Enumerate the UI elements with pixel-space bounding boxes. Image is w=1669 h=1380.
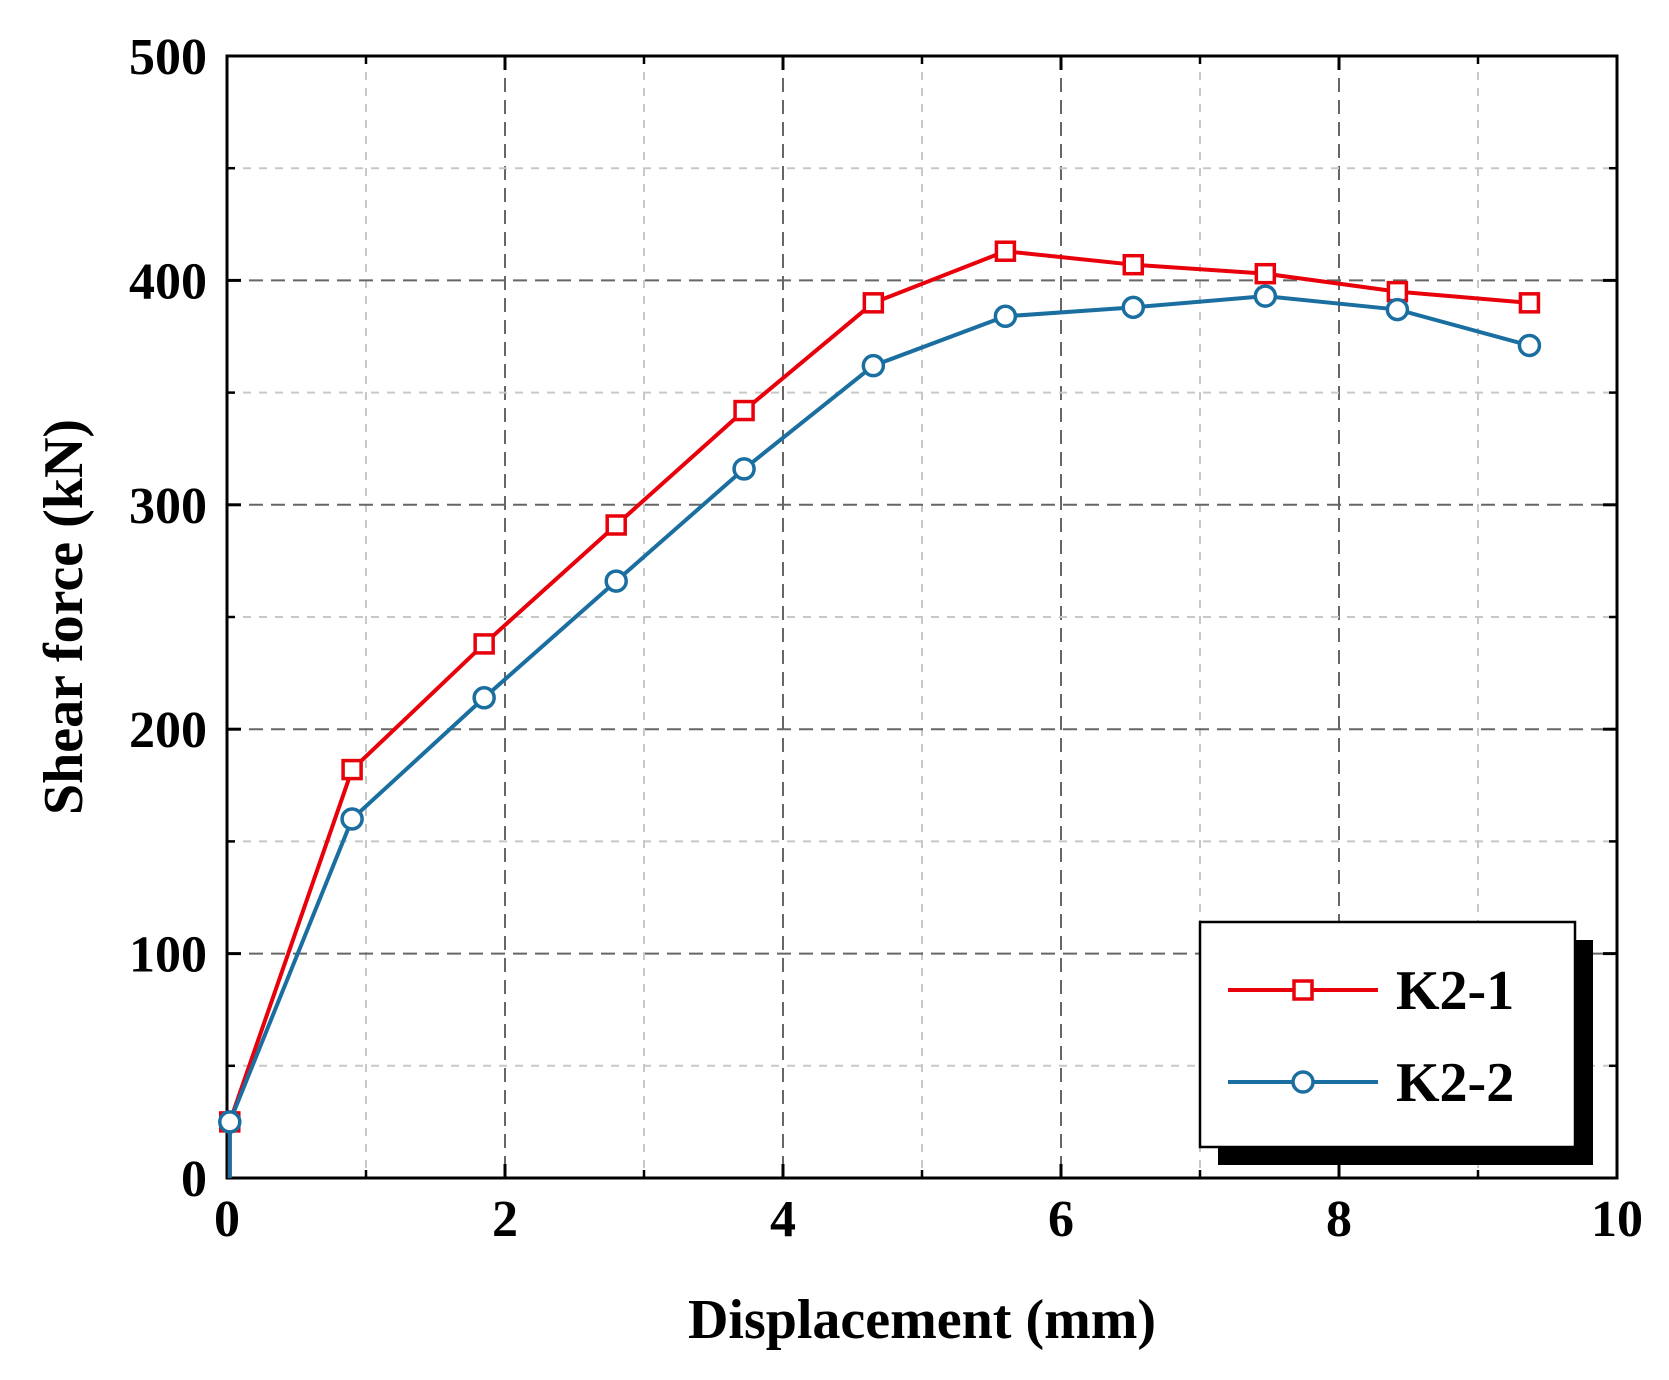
data-point <box>340 807 364 831</box>
legend-entries: K2-1 K2-2 <box>1228 960 1514 1114</box>
data-point <box>1122 253 1145 276</box>
data-point <box>862 292 885 314</box>
y-tick-label: 200 <box>129 702 207 759</box>
legend: K2-1 K2-2 <box>1198 920 1593 1165</box>
legend-marker <box>1291 1070 1315 1094</box>
x-tick-label: 10 <box>1591 1191 1643 1248</box>
y-tick-label: 500 <box>129 29 207 86</box>
data-point <box>1254 262 1277 285</box>
data-point <box>1518 292 1541 314</box>
y-tick-label: 100 <box>129 927 207 984</box>
data-point <box>341 758 363 781</box>
axis-ticks <box>225 54 1619 1180</box>
series-K2-1 <box>219 240 1541 1178</box>
data-point <box>1253 284 1278 308</box>
legend-marker <box>1292 979 1314 1001</box>
series-layer <box>218 240 1542 1178</box>
x-tick-label: 8 <box>1326 1191 1352 1248</box>
data-point <box>604 569 628 593</box>
series-K2-2 <box>218 284 1542 1178</box>
data-point <box>218 1110 242 1134</box>
data-point <box>1385 297 1410 322</box>
x-tick-label: 6 <box>1048 1191 1074 1248</box>
legend-entry: K2-2 <box>1228 1052 1514 1114</box>
y-tick-label: 300 <box>129 478 207 535</box>
legend-box <box>1198 920 1577 1149</box>
legend-label: K2-1 <box>1396 960 1514 1022</box>
legend-entry: K2-1 <box>1228 960 1514 1022</box>
y-tick-label: 400 <box>129 253 207 310</box>
x-axis-title: Displacement (mm) <box>688 1289 1156 1351</box>
x-tick-label: 2 <box>492 1191 518 1248</box>
data-point <box>994 240 1017 262</box>
data-point <box>732 457 756 481</box>
data-point <box>993 304 1018 329</box>
data-point <box>733 399 755 422</box>
x-tick-label: 4 <box>770 1191 796 1248</box>
data-point <box>861 353 886 378</box>
legend-label: K2-2 <box>1396 1052 1514 1114</box>
data-point <box>472 686 496 710</box>
data-point <box>473 633 495 655</box>
data-point <box>605 514 627 536</box>
y-tick-label: 0 <box>181 1151 207 1208</box>
x-tick-label: 0 <box>214 1191 240 1248</box>
data-point <box>1517 333 1542 358</box>
y-axis-title: Shear force (kN) <box>33 419 95 815</box>
data-point <box>1121 295 1146 320</box>
